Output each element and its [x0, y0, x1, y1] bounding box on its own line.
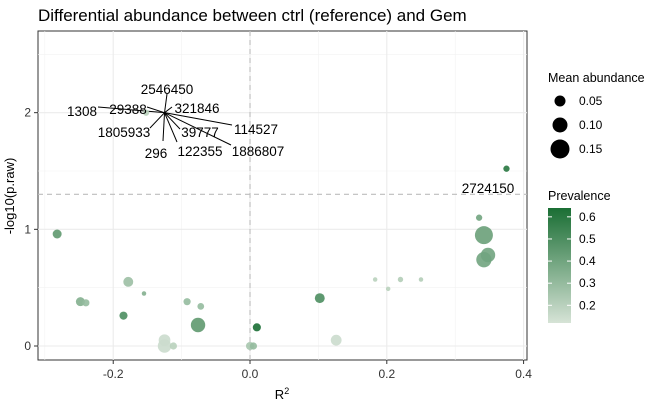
point-label: 2546450	[141, 82, 194, 97]
y-tick-label: 0	[24, 339, 31, 353]
size-legend-key	[554, 95, 566, 107]
data-point	[503, 165, 510, 172]
data-point	[119, 311, 128, 320]
point-label: 1308	[67, 104, 97, 119]
color-legend-label: 0.3	[579, 276, 596, 290]
data-point	[158, 334, 171, 347]
data-point	[397, 276, 404, 283]
x-tick-label: 0.2	[378, 367, 395, 381]
data-point	[475, 214, 483, 221]
x-tick-label: 0.4	[515, 367, 532, 381]
point-label: 114527	[234, 122, 278, 137]
point-label: 2724150	[462, 181, 515, 196]
leader-line	[164, 112, 233, 126]
leader-line	[164, 93, 168, 113]
leader-line	[149, 112, 165, 129]
leader-line	[164, 112, 181, 130]
size-legend-label: 0.05	[579, 94, 603, 108]
leader-line	[162, 112, 166, 142]
y-tick-label: 2	[24, 106, 31, 120]
label-leader-lines	[97, 93, 233, 146]
point-label: 1886807	[232, 144, 285, 159]
x-tick-label: 0.0	[242, 367, 259, 381]
size-legend-label: 0.15	[579, 142, 603, 156]
size-legend-key	[552, 117, 568, 133]
color-bar	[548, 208, 571, 323]
point-labels: 2546450 1308 29388 321846 1805933 39777 114527…	[67, 82, 514, 196]
point-label: 29388	[109, 102, 147, 117]
y-axis-title: -log10(p.raw)	[2, 158, 17, 235]
data-points	[52, 109, 510, 353]
point-label: 1805933	[98, 125, 151, 140]
prevalence-legend: Prevalence 0.2 0.3 0.4 0.5 0.6	[548, 189, 611, 323]
size-legend: Mean abundance 0.05 0.10 0.15	[548, 71, 645, 159]
leader-line	[164, 112, 178, 143]
color-legend-label: 0.2	[579, 298, 596, 312]
data-point	[183, 298, 191, 306]
leader-line	[97, 106, 165, 114]
data-point	[52, 229, 62, 239]
data-point	[330, 334, 342, 346]
data-point	[314, 293, 325, 304]
color-legend-label: 0.5	[579, 232, 596, 246]
data-point	[372, 277, 378, 282]
grid-lines	[38, 31, 527, 360]
data-point	[190, 317, 206, 333]
reference-lines	[38, 31, 527, 360]
data-point	[418, 277, 424, 282]
point-label: 39777	[181, 125, 219, 140]
size-legend-title: Mean abundance	[548, 71, 645, 85]
data-point	[123, 276, 134, 287]
x-axis-title: R2	[275, 386, 289, 402]
color-legend-title: Prevalence	[548, 189, 611, 203]
data-point	[385, 286, 391, 292]
chart-title: Differential abundance between ctrl (ref…	[38, 6, 467, 25]
data-point	[142, 109, 150, 116]
size-legend-key	[550, 139, 570, 159]
data-point	[141, 291, 147, 296]
data-point	[474, 226, 493, 245]
data-point	[82, 299, 90, 307]
color-legend-label: 0.6	[579, 210, 596, 224]
data-point	[480, 247, 496, 263]
leader-line	[164, 106, 173, 114]
plot-panel	[37, 30, 528, 361]
size-legend-label: 0.10	[579, 118, 603, 132]
x-tick-label: -0.2	[103, 367, 124, 381]
point-label: 321846	[174, 101, 219, 116]
data-point	[197, 302, 205, 310]
axis-ticks: -0.2 0.0 0.2 0.4 0 1 2	[24, 106, 532, 381]
color-legend-label: 0.4	[579, 254, 596, 268]
point-label: 296	[145, 146, 168, 161]
leader-line	[146, 106, 165, 114]
data-point	[169, 342, 178, 350]
y-tick-label: 1	[24, 222, 31, 236]
leader-line	[164, 112, 232, 146]
data-point	[249, 342, 258, 350]
data-point	[252, 323, 261, 332]
point-label: 122355	[177, 144, 222, 159]
